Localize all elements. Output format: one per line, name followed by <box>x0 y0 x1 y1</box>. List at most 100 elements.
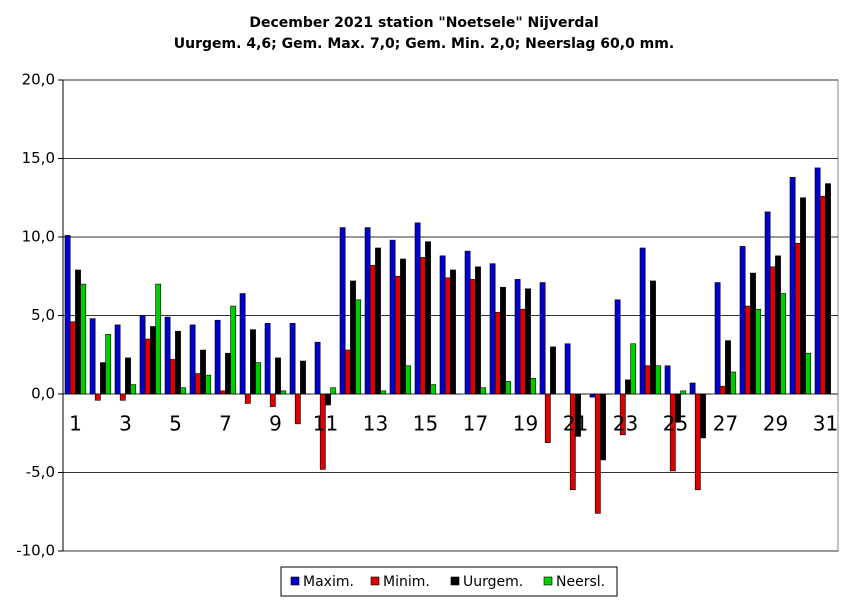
bar <box>290 323 295 394</box>
legend-label: Neersl. <box>556 574 605 590</box>
bar <box>75 270 80 394</box>
bar <box>825 184 830 394</box>
bar <box>600 394 605 460</box>
bar <box>820 196 825 394</box>
bar <box>531 378 536 394</box>
y-tick-label: 10,0 <box>22 228 55 246</box>
x-tick-label: 1 <box>69 412 82 436</box>
bar <box>315 342 320 394</box>
bar <box>550 347 555 394</box>
bar <box>640 248 645 394</box>
bar <box>381 391 386 394</box>
x-tick-label: 3 <box>119 412 132 436</box>
bar <box>181 388 186 394</box>
bar <box>90 319 95 394</box>
bar <box>715 283 720 394</box>
y-tick-label: -10,0 <box>16 542 55 560</box>
bar <box>565 344 570 394</box>
chart-title: December 2021 station "Noetsele" Nijverd… <box>249 15 598 31</box>
bar <box>720 386 725 394</box>
bar <box>665 366 670 394</box>
bar <box>590 394 595 397</box>
bar <box>465 251 470 394</box>
bar <box>650 281 655 394</box>
legend-swatch <box>291 577 299 585</box>
bar <box>370 265 375 394</box>
bar <box>340 228 345 394</box>
bar <box>70 322 75 394</box>
bar <box>256 363 261 394</box>
bar <box>806 353 811 394</box>
bar <box>120 394 125 400</box>
bar <box>106 334 111 394</box>
x-tick-label: 29 <box>763 412 788 436</box>
bar <box>790 177 795 394</box>
x-tick-label: 7 <box>219 412 232 436</box>
x-tick-label: 5 <box>169 412 182 436</box>
bar <box>100 363 105 394</box>
bar <box>570 394 575 490</box>
bar <box>750 273 755 394</box>
bar <box>250 330 255 394</box>
bar <box>506 381 511 394</box>
bar <box>190 325 195 394</box>
bar <box>725 341 730 394</box>
legend-label: Uurgem. <box>463 574 523 590</box>
bar <box>420 257 425 394</box>
y-tick-label: 5,0 <box>31 306 55 324</box>
bar <box>265 323 270 394</box>
bar <box>690 383 695 394</box>
bar <box>225 353 230 394</box>
bar <box>775 256 780 394</box>
bar <box>390 240 395 394</box>
bar <box>95 394 100 400</box>
x-tick-label: 13 <box>363 412 388 436</box>
bar <box>220 391 225 394</box>
x-tick-label: 27 <box>713 412 738 436</box>
bar <box>545 394 550 443</box>
bar <box>170 359 175 394</box>
bar <box>815 168 820 394</box>
bar <box>375 248 380 394</box>
bar <box>325 394 330 405</box>
bar <box>65 235 70 394</box>
bar <box>450 270 455 394</box>
bar <box>625 380 630 394</box>
x-tick-label: 9 <box>269 412 282 436</box>
bar <box>275 358 280 394</box>
bar <box>81 284 86 394</box>
bar <box>131 385 136 394</box>
bar <box>656 366 661 394</box>
bar <box>595 394 600 513</box>
bar <box>165 317 170 394</box>
bar <box>395 276 400 394</box>
bar <box>125 358 130 394</box>
x-tick-label: 21 <box>563 412 588 436</box>
legend-swatch <box>544 577 552 585</box>
x-tick-label: 11 <box>313 412 338 436</box>
bar <box>795 243 800 394</box>
bar <box>400 259 405 394</box>
bar <box>731 372 736 394</box>
bar <box>140 316 145 395</box>
bar <box>231 306 236 394</box>
bar <box>431 385 436 394</box>
bar <box>490 264 495 394</box>
bar <box>615 300 620 394</box>
bar <box>500 287 505 394</box>
bar <box>800 198 805 394</box>
bar <box>356 300 361 394</box>
bar <box>740 246 745 394</box>
bar <box>206 375 211 394</box>
bar <box>445 278 450 394</box>
bar <box>215 320 220 394</box>
bar <box>150 326 155 394</box>
y-tick-label: -5,0 <box>26 463 55 481</box>
bar <box>345 350 350 394</box>
bar <box>300 361 305 394</box>
bar <box>406 366 411 394</box>
x-tick-label: 23 <box>613 412 638 436</box>
bar <box>145 339 150 394</box>
y-tick-label: 20,0 <box>22 71 55 89</box>
